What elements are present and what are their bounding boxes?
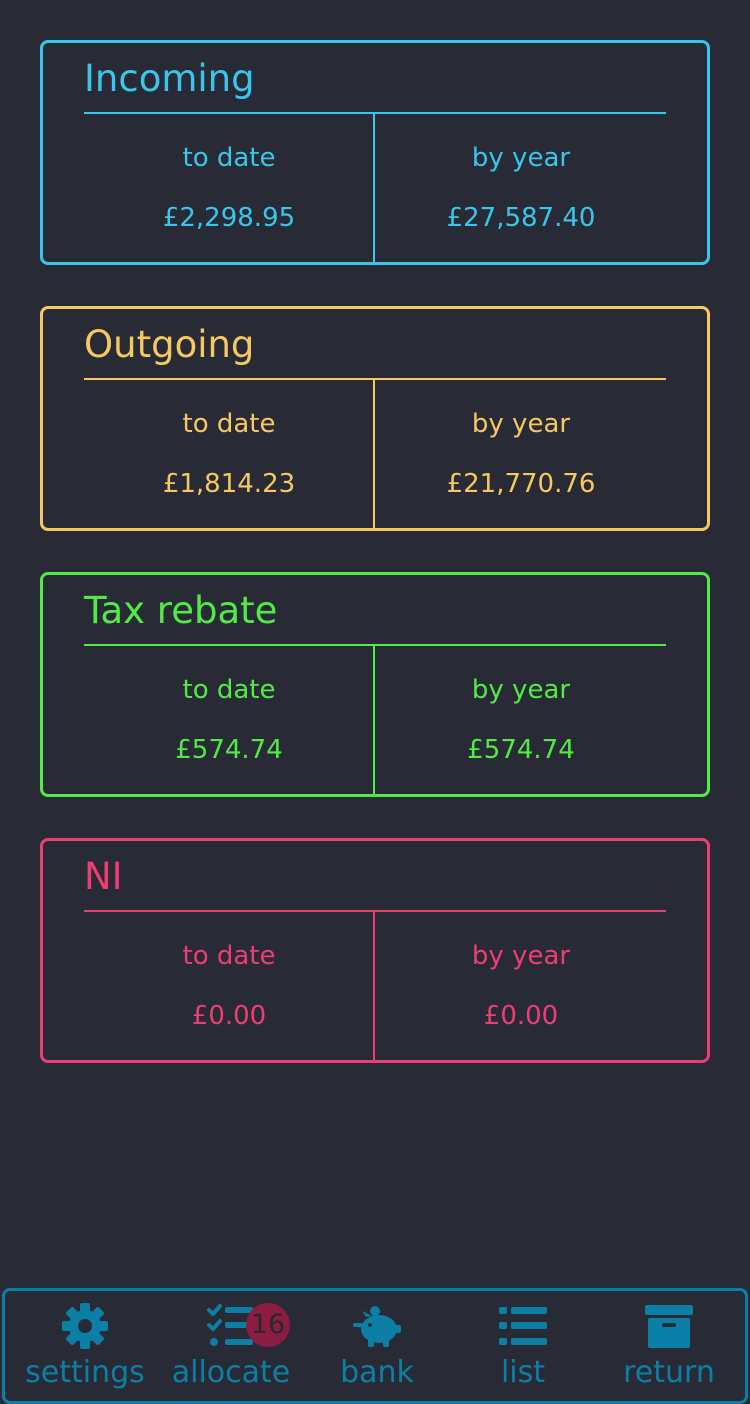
by-year-label: by year [471, 409, 571, 439]
gear-icon [62, 1303, 108, 1349]
to-date-label: to date [182, 941, 276, 971]
by-year-label: by year [471, 143, 571, 173]
ni-card: NI to date £0.00 by year £0.00 [40, 838, 710, 1063]
card-title: NI [84, 855, 123, 898]
by-year-value: £0.00 [483, 1001, 559, 1031]
card-divider-horizontal [84, 644, 666, 646]
by-year-value: £21,770.76 [446, 469, 596, 499]
card-divider-vertical [373, 912, 375, 1060]
nav-label: return [623, 1355, 715, 1390]
incoming-card: Incoming to date £2,298.95 by year £27,5… [40, 40, 710, 265]
nav-label: allocate [171, 1355, 291, 1390]
nav-allocate-button[interactable]: 16 allocate [158, 1291, 304, 1401]
card-divider-vertical [373, 646, 375, 794]
tax-rebate-card: Tax rebate to date £574.74 by year £574.… [40, 572, 710, 797]
card-divider-horizontal [84, 910, 666, 912]
card-title: Outgoing [84, 323, 255, 366]
outgoing-card: Outgoing to date £1,814.23 by year £21,7… [40, 306, 710, 531]
to-date-label: to date [182, 409, 276, 439]
by-year-label: by year [471, 941, 571, 971]
card-divider-horizontal [84, 378, 666, 380]
archive-box-icon [645, 1305, 693, 1348]
to-date-value: £2,298.95 [162, 203, 296, 233]
nav-label: bank [340, 1355, 414, 1390]
to-date-value: £574.74 [175, 735, 283, 765]
by-year-value: £574.74 [467, 735, 575, 765]
to-date-value: £1,814.23 [162, 469, 296, 499]
list-icon [499, 1307, 547, 1345]
piggy-bank-icon [353, 1306, 401, 1347]
card-title: Tax rebate [84, 589, 278, 632]
card-title: Incoming [84, 57, 255, 100]
nav-bank-button[interactable]: bank [304, 1291, 450, 1401]
nav-list-button[interactable]: list [450, 1291, 596, 1401]
nav-settings-button[interactable]: settings [12, 1291, 158, 1401]
card-divider-vertical [373, 380, 375, 528]
nav-label: settings [25, 1355, 145, 1390]
by-year-value: £27,587.40 [446, 203, 596, 233]
to-date-label: to date [182, 143, 276, 173]
nav-return-button[interactable]: return [596, 1291, 742, 1401]
to-date-label: to date [182, 675, 276, 705]
bottom-nav: settings 16 allocate [2, 1288, 748, 1404]
by-year-label: by year [471, 675, 571, 705]
nav-label: list [500, 1355, 546, 1390]
to-date-value: £0.00 [191, 1001, 267, 1031]
notification-badge: 16 [246, 1303, 290, 1347]
card-divider-horizontal [84, 112, 666, 114]
card-divider-vertical [373, 114, 375, 262]
